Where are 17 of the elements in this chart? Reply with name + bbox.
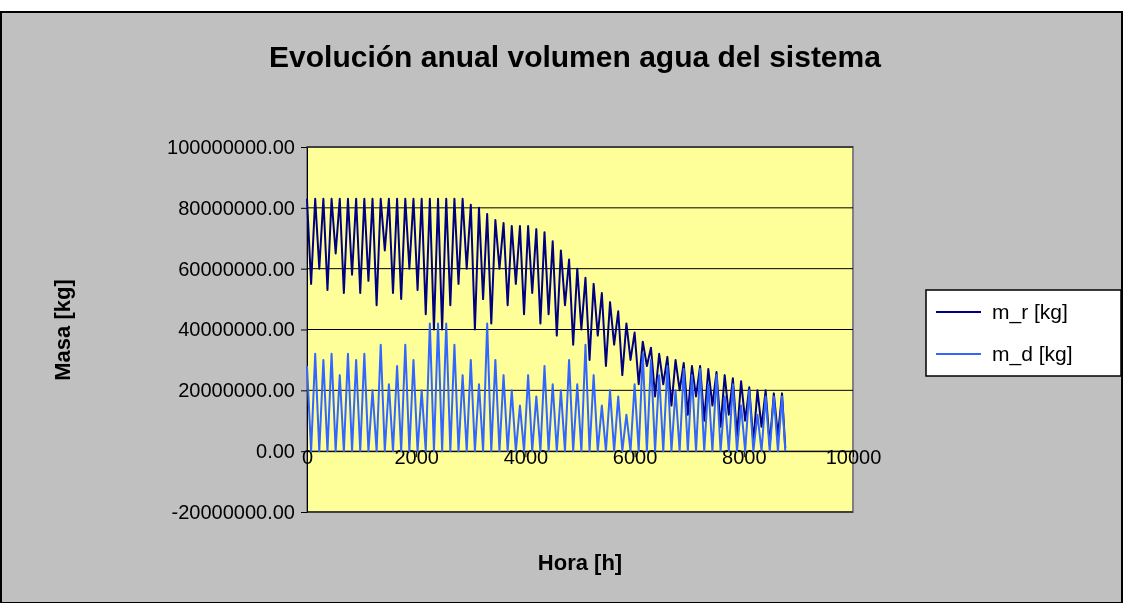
y-tick-label: 40000000.00 bbox=[178, 318, 295, 341]
x-tick-label: 10000 bbox=[825, 446, 882, 469]
legend-label: m_d [kg] bbox=[992, 342, 1073, 366]
y-tick-label: -20000000.00 bbox=[171, 500, 295, 523]
y-axis-title: Masa [kg] bbox=[50, 279, 75, 381]
chart-title: Evolución anual volumen agua del sistema bbox=[269, 40, 882, 73]
y-tick-label: 100000000.00 bbox=[167, 135, 295, 158]
y-tick-label: 0.00 bbox=[256, 440, 295, 463]
x-tick-label: 4000 bbox=[503, 446, 549, 469]
x-tick-label: 8000 bbox=[722, 446, 767, 469]
y-tick-label: 20000000.00 bbox=[178, 379, 295, 402]
y-tick-label: 60000000.00 bbox=[178, 257, 295, 280]
legend-label: m_r [kg] bbox=[992, 300, 1068, 324]
x-tick-label: 6000 bbox=[612, 446, 658, 469]
x-axis-title: Hora [h] bbox=[537, 550, 623, 575]
x-tick-label: 2000 bbox=[394, 446, 439, 469]
y-tick-label: 80000000.00 bbox=[178, 196, 295, 219]
